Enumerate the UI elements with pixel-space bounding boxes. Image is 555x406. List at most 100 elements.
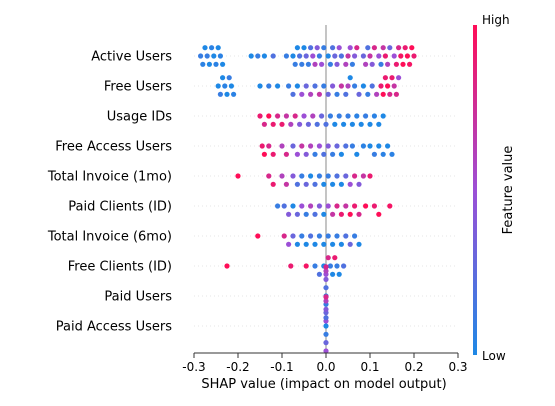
shap-point: [294, 181, 300, 187]
shap-point: [345, 83, 351, 89]
shap-point: [343, 143, 349, 149]
shap-point: [226, 75, 232, 81]
shap-point: [303, 211, 309, 217]
shap-point: [303, 263, 309, 269]
shap-point: [319, 113, 325, 119]
shap-point: [325, 173, 331, 179]
shap-point: [360, 83, 366, 89]
shap-point: [270, 53, 276, 59]
feature-label: Paid Users: [104, 290, 172, 305]
shap-point: [338, 151, 344, 157]
shap-point: [343, 61, 349, 67]
shap-point: [349, 61, 355, 67]
shap-point: [332, 255, 338, 261]
shap-point: [352, 203, 358, 209]
shap-point: [316, 203, 322, 209]
shap-point: [290, 143, 296, 149]
shap-point: [352, 173, 358, 179]
shap-point: [402, 45, 408, 51]
shap-point: [275, 83, 281, 89]
shap-point: [325, 143, 331, 149]
shap-point: [299, 233, 305, 239]
shap-point: [323, 285, 329, 291]
shap-point: [294, 83, 300, 89]
shap-point: [325, 255, 331, 261]
shap-point: [283, 151, 289, 157]
shap-point: [376, 211, 382, 217]
shap-point: [303, 181, 309, 187]
shap-point: [206, 61, 212, 67]
shap-point: [290, 203, 296, 209]
shap-point: [332, 121, 338, 127]
shap-point: [365, 45, 371, 51]
shap-point: [323, 348, 329, 354]
shap-point: [382, 53, 388, 59]
feature-label: Active Users: [91, 50, 172, 65]
shap-point: [356, 241, 362, 247]
shap-point: [213, 61, 219, 67]
shap-point: [283, 113, 289, 119]
feature-label: Free Access Users: [55, 140, 172, 155]
shap-point: [294, 211, 300, 217]
shap-point: [259, 143, 265, 149]
shap-point: [347, 241, 353, 247]
shap-point: [255, 233, 261, 239]
shap-point: [305, 61, 311, 67]
shap-point: [367, 173, 373, 179]
shap-point: [220, 61, 226, 67]
shap-point: [204, 53, 210, 59]
shap-point: [334, 173, 340, 179]
shap-point: [354, 45, 360, 51]
shap-point: [209, 45, 215, 51]
shap-point: [290, 91, 296, 97]
shap-point: [360, 53, 366, 59]
shap-point: [316, 143, 322, 149]
shap-point: [255, 53, 261, 59]
shap-point: [330, 241, 336, 247]
shap-point: [332, 53, 338, 59]
shap-point: [297, 121, 303, 127]
shap-point: [363, 203, 369, 209]
shap-point: [261, 121, 267, 127]
shap-point: [330, 45, 336, 51]
shap-point: [367, 121, 373, 127]
shap-point: [283, 181, 289, 187]
x-tick-label: 0.3: [448, 360, 467, 374]
x-axis: -0.3 -0.2 -0.1 0.0 0.1 0.2 0.3: [182, 352, 468, 374]
shap-point: [303, 151, 309, 157]
colorbar-low-label: Low: [482, 349, 506, 363]
shap-point: [325, 233, 331, 239]
shap-point: [323, 340, 329, 346]
shap-point: [325, 203, 331, 209]
shap-point: [308, 91, 314, 97]
shap-point: [308, 45, 314, 51]
shap-point: [312, 263, 318, 269]
shap-point: [349, 121, 355, 127]
shap-point: [270, 181, 276, 187]
shap-point: [323, 298, 329, 304]
shap-point: [217, 91, 223, 97]
shap-point: [387, 91, 393, 97]
shap-point: [275, 203, 281, 209]
shap-point: [220, 75, 226, 81]
feature-label: Free Users: [104, 80, 172, 95]
shap-point: [321, 83, 327, 89]
shap-point: [356, 91, 362, 97]
shap-point: [321, 45, 327, 51]
shap-point: [217, 53, 223, 59]
shap-point: [228, 83, 234, 89]
feature-label: Paid Clients (ID): [68, 200, 172, 215]
shap-point: [215, 83, 221, 89]
shap-point: [224, 263, 230, 269]
shap-point: [323, 315, 329, 321]
shap-point: [330, 181, 336, 187]
shap-point: [354, 151, 360, 157]
shap-point: [281, 203, 287, 209]
shap-point: [382, 75, 388, 81]
shap-point: [294, 151, 300, 157]
shap-point: [266, 143, 272, 149]
shap-point: [376, 53, 382, 59]
shap-point: [314, 45, 320, 51]
shap-point: [312, 151, 318, 157]
shap-point: [325, 91, 331, 97]
